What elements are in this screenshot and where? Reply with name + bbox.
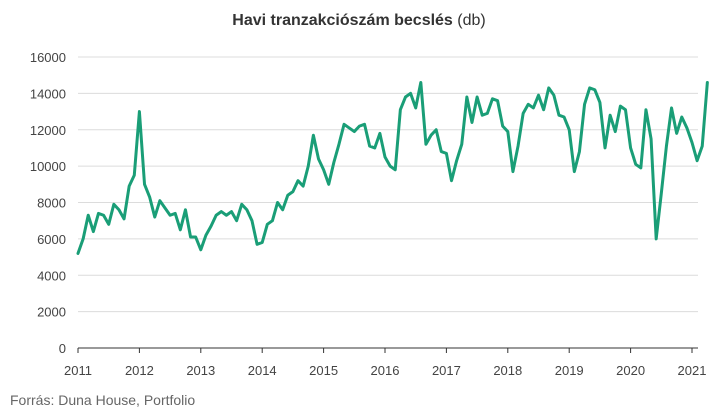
x-tick-label: 2018 (493, 363, 522, 378)
x-tick-label: 2017 (432, 363, 461, 378)
y-tick-label: 2000 (37, 305, 66, 320)
y-tick-label: 4000 (37, 268, 66, 283)
y-tick-label: 12000 (30, 123, 66, 138)
chart-title-main: Havi tranzakciószám becslés (232, 12, 453, 29)
x-tick-label: 2014 (248, 363, 277, 378)
y-tick-label: 10000 (30, 159, 66, 174)
x-tick-label: 2013 (186, 363, 215, 378)
series-layer (76, 80, 709, 255)
y-tick-label: 0 (59, 341, 66, 356)
grid-lines (78, 56, 698, 313)
y-tick-label: 14000 (30, 86, 66, 101)
series-line (76, 80, 709, 255)
y-tick-label: 16000 (30, 50, 66, 65)
y-axis-ticks: 0 2000 4000 6000 8000 10000 12000 14000 16000 (30, 50, 66, 356)
chart-title-unit: (db) (457, 12, 486, 29)
source-note: Forrás: Duna House, Portfolio (10, 392, 196, 408)
x-tick-label: 2020 (616, 363, 645, 378)
y-tick-label: 6000 (37, 232, 66, 247)
x-tick-label: 2011 (64, 363, 92, 378)
y-tick-label: 8000 (37, 196, 66, 211)
x-tick-label: 2012 (125, 363, 154, 378)
x-tick-label: 2016 (371, 363, 400, 378)
x-axis-ticks: 2011 2012 2013 2014 2015 2016 2017 2018 2019 2020… (64, 348, 706, 378)
chart-title: Havi tranzakciószám becslés (db) (0, 12, 718, 30)
x-tick-label: 2021 (678, 363, 707, 378)
x-tick-label: 2019 (555, 363, 584, 378)
x-tick-label: 2015 (309, 363, 338, 378)
